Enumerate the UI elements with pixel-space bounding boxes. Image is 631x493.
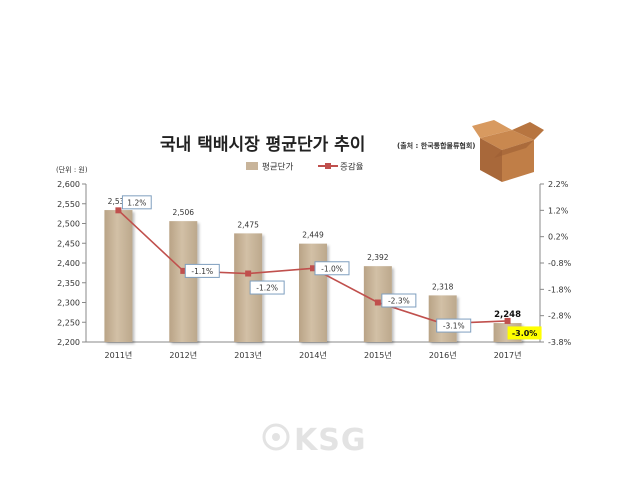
- bar-value-label: 2,392: [367, 253, 389, 262]
- legend-line-label: 증감율: [340, 162, 364, 173]
- left-tick-label: 2,200: [57, 338, 80, 347]
- left-tick-label: 2,350: [57, 279, 80, 288]
- right-tick-label: 1.2%: [548, 206, 569, 215]
- right-tick-label: -3.8%: [548, 338, 572, 347]
- left-tick-label: 2,550: [57, 200, 80, 209]
- legend-bar-swatch: [246, 162, 258, 170]
- rate-value-label: -2.3%: [388, 297, 410, 306]
- rate-label-box: [249, 280, 285, 295]
- chart-source-note: (출처 : 한국통합물류협회): [397, 141, 475, 150]
- bar: [104, 210, 133, 342]
- rate-label-box: [184, 263, 220, 278]
- ksg-logo: KSG: [262, 423, 366, 458]
- rate-marker: [504, 317, 511, 324]
- right-tick-label: 0.2%: [548, 233, 569, 242]
- rate-marker: [310, 265, 316, 272]
- rate-labels: 1.2% -1.1% -1.2% -1.0% -2.3% -3.1% -3.0%: [121, 195, 542, 340]
- legend: 평균단가 증감율: [246, 162, 364, 173]
- right-tick-label: -0.8%: [548, 259, 572, 268]
- right-tick-label: -2.8%: [548, 312, 572, 321]
- rate-marker: [245, 270, 252, 277]
- bar-value-label: 2,449: [302, 231, 324, 240]
- legend-line-marker: [325, 163, 331, 169]
- rate-value-label: 1.2%: [127, 198, 146, 207]
- chart-title: 국내 택배시장 평균단가 추이: [160, 135, 365, 155]
- right-tick-label: 2.2%: [548, 180, 569, 189]
- x-tick-label: 2015년: [364, 350, 392, 360]
- x-axis-ticks: 2011년 2012년 2013년 2014년 2015년 2016년 2017년: [105, 350, 522, 360]
- rate-label-box: [121, 195, 152, 210]
- rate-value-label: -3.0%: [512, 329, 538, 338]
- left-tick-label: 2,250: [57, 318, 80, 327]
- left-tick-label: 2,600: [57, 180, 80, 189]
- x-tick-label: 2012년: [169, 350, 197, 360]
- bar-value-label: 2,318: [432, 282, 454, 291]
- watermark-text: KSG: [294, 423, 366, 458]
- rate-value-label: -1.0%: [321, 264, 343, 273]
- rate-marker: [115, 207, 122, 214]
- bar: [299, 243, 327, 342]
- rate-label-box: [314, 261, 350, 276]
- rate-marker: [374, 299, 381, 306]
- legend-bar-label: 평균단가: [262, 162, 293, 173]
- x-tick-label: 2014년: [299, 350, 327, 360]
- bar-value-label: 2,506: [173, 208, 195, 217]
- left-tick-label: 2,450: [57, 239, 80, 248]
- x-tick-label: 2017년: [494, 350, 522, 360]
- x-tick-label: 2013년: [234, 350, 262, 360]
- bar-labels: 2,534 2,506 2,475 2,449 2,392 2,318 2,248: [108, 197, 521, 320]
- rate-value-label: -3.1%: [443, 322, 465, 331]
- bar: [169, 221, 198, 342]
- bar-value-label: 2,534: [108, 197, 130, 206]
- rate-marker: [180, 267, 187, 274]
- left-tick-label: 2,500: [57, 220, 80, 229]
- left-tick-label: 2,300: [57, 299, 80, 308]
- rate-value-label: -1.1%: [191, 267, 213, 276]
- x-tick-label: 2011년: [105, 350, 133, 360]
- rate-label-box: [507, 326, 542, 340]
- left-axis-ticks: 2,200 2,250 2,300 2,350 2,400 2,450 2,500 2,550…: [57, 180, 86, 347]
- cardboard-box-icon: [472, 120, 544, 182]
- bar-value-label: 2,475: [237, 220, 259, 229]
- rate-label-box: [436, 318, 472, 333]
- unit-label: (단위 : 원): [56, 165, 88, 174]
- left-tick-label: 2,400: [57, 259, 80, 268]
- rate-value-label: -1.2%: [256, 284, 278, 293]
- bar-value-label: 2,248: [494, 310, 521, 320]
- right-tick-label: -1.8%: [548, 285, 572, 294]
- rate-label-box: [381, 293, 417, 308]
- x-tick-label: 2016년: [429, 350, 457, 360]
- right-axis-ticks: -3.8% -2.8% -1.8% -0.8% 0.2% 1.2% 2.2%: [540, 180, 572, 347]
